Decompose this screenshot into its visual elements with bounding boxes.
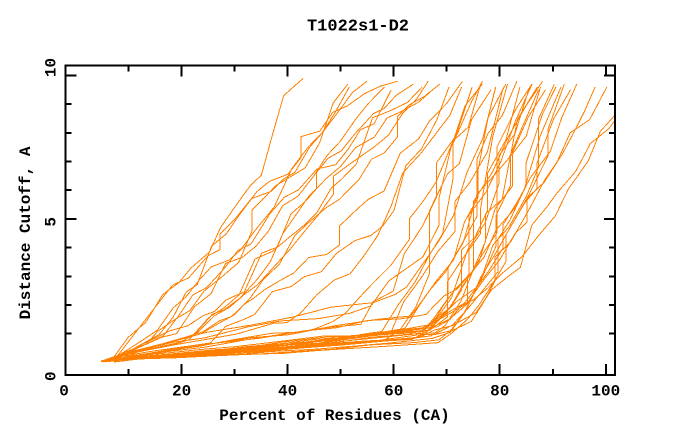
svg-text:100: 100 xyxy=(591,383,620,401)
svg-text:T1022s1-D2: T1022s1-D2 xyxy=(307,18,409,37)
svg-text:Distance Cutoff, A: Distance Cutoff, A xyxy=(17,146,35,319)
svg-text:80: 80 xyxy=(490,383,509,401)
svg-text:5: 5 xyxy=(43,217,61,227)
svg-text:0: 0 xyxy=(59,383,69,401)
svg-text:40: 40 xyxy=(278,383,297,401)
svg-text:Percent of Residues (CA): Percent of Residues (CA) xyxy=(219,407,449,425)
svg-text:0: 0 xyxy=(43,371,61,381)
svg-text:60: 60 xyxy=(384,383,403,401)
svg-text:20: 20 xyxy=(172,383,191,401)
svg-text:10: 10 xyxy=(43,58,61,77)
